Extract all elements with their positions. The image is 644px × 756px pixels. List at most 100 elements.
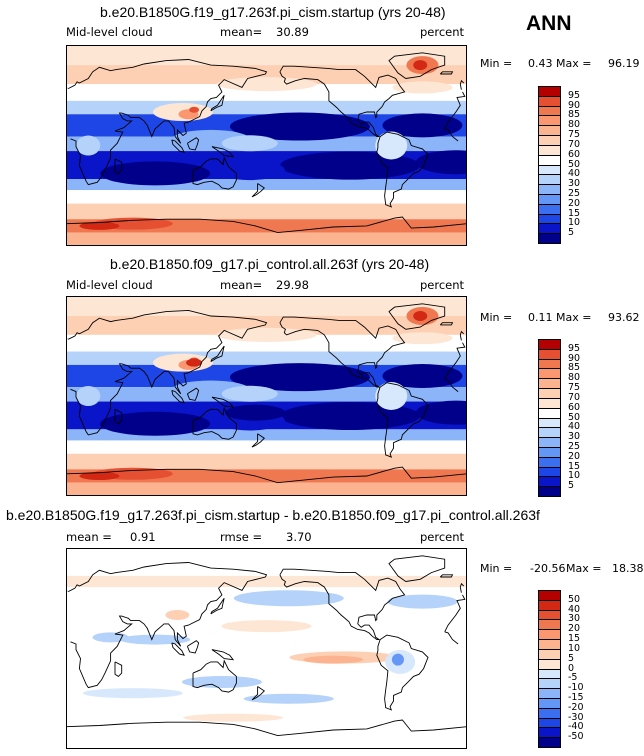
colorbar-tick-label: 40 [568,168,581,180]
panel2-map [66,296,467,496]
colorbar-swatch [538,619,561,631]
panel2-variable: Mid-level cloud [66,278,153,292]
colorbar-swatch [538,590,561,601]
colorbar-tick-label: 20 [568,197,581,209]
colorbar-tick-label: 75 [568,382,581,394]
colorbar-swatch [538,339,561,350]
panel3-min-label: Min = [480,562,513,575]
colorbar-tick-label: 80 [568,119,581,131]
panel3-title: b.e20.B1850G.f19_g17.263f.pi_cism.startu… [6,507,540,523]
panel1-mean-value: 30.89 [276,25,309,39]
colorbar-swatch [538,658,561,670]
panel1-max-value: 96.19 [608,57,640,70]
colorbar-tick-label: 15 [568,633,581,645]
colorbar-tick-label: 90 [568,352,581,364]
colorbar-tick-label: 20 [568,450,581,462]
colorbar-swatch [538,368,561,380]
colorbar-tick-label: -15 [568,691,584,703]
colorbar-swatch [538,466,561,478]
panel3-units: percent [420,530,465,544]
colorbar-tick-label: 10 [568,217,581,229]
colorbar-swatch [538,668,561,680]
colorbar-tick-label: 60 [568,401,581,413]
colorbar-tick-label: 30 [568,178,581,190]
colorbar-swatch [538,115,561,127]
colorbar-swatch [538,427,561,439]
colorbar-tick-label: -5 [568,672,578,684]
colorbar-swatch [538,95,561,107]
colorbar-swatch [538,184,561,195]
colorbar-tick-label: 15 [568,460,581,472]
panel2-units: percent [420,278,465,292]
colorbar-tick-label: 50 [568,593,581,605]
colorbar-swatch [538,397,561,409]
panel1-min-value: 0.43 [528,57,553,70]
colorbar-tick-label: -30 [568,711,584,723]
season-label: ANN [526,12,572,35]
colorbar-swatch [538,639,561,650]
colorbar-tick-label: 80 [568,372,581,384]
colorbar-tick-label: -20 [568,701,584,713]
colorbar-tick-label: 75 [568,129,581,141]
colorbar-swatch [538,358,561,370]
panel3-mean-label: mean = [66,530,112,544]
colorbar-tick-label: 25 [568,440,581,452]
colorbar-swatch [538,417,561,429]
colorbar-tick-label: 50 [568,411,581,423]
colorbar-swatch [538,678,561,690]
colorbar-tick-label: 5 [568,227,575,239]
colorbar-swatch [538,609,561,621]
colorbar-tick-label: -50 [568,731,584,743]
colorbar-swatch [538,233,561,244]
panel2-title: b.e20.B1850.f09_g17.pi_control.all.263f … [110,256,430,272]
colorbar-tick-label: 30 [568,613,581,625]
colorbar-swatch [538,688,561,699]
panel1-units: percent [420,25,465,39]
colorbar-swatch [538,648,561,660]
colorbar-tick-label: -40 [568,721,584,733]
panel2-colorbar: 5 10 15 20 25 30 40 50 60 70 75 80 85 90 95 [538,339,598,497]
panel3-mean-value: 0.91 [130,530,156,544]
colorbar-swatch [538,599,561,611]
colorbar-swatch [538,717,561,729]
colorbar-swatch [538,193,561,205]
colorbar-tick-label: 95 [568,89,581,101]
colorbar-swatch [538,737,561,748]
colorbar-swatch [538,486,561,497]
colorbar-swatch [538,144,561,156]
colorbar-swatch [538,697,561,709]
colorbar-swatch [538,348,561,360]
colorbar-swatch [538,476,561,488]
colorbar-swatch [538,629,561,641]
colorbar-swatch [538,446,561,458]
colorbar-swatch [538,105,561,117]
panel3-min-value: -20.56 [530,562,566,575]
panel3-max-label: Max = [566,562,602,575]
colorbar-tick-label: 90 [568,99,581,111]
colorbar-swatch [538,203,561,215]
panel1-min-label: Min = [480,57,513,70]
colorbar-swatch [538,223,561,235]
panel2-max-value: 93.62 [608,311,640,324]
panel1-max-label: Max = [556,57,592,70]
colorbar-swatch [538,456,561,468]
colorbar-tick-label: 40 [568,603,581,615]
panel1-mean-label: mean= [220,25,263,39]
colorbar-tick-label: 10 [568,470,581,482]
panel3-colorbar: -50 -40 -30 -20 -15 -10 -5 0 5 10 15 20 30 40 50 [538,590,598,748]
colorbar-tick-label: 5 [568,652,575,664]
panel3-map [66,548,467,749]
panel1-title: b.e20.B1850G.f19_g17.263f.pi_cism.startu… [100,4,446,20]
panel2-mean-label: mean= [220,278,263,292]
colorbar-tick-label: 60 [568,148,581,160]
panel1-colorbar: 5 10 15 20 25 30 40 50 60 70 75 80 85 90 95 [538,86,598,244]
colorbar-swatch [538,164,561,176]
colorbar-tick-label: 20 [568,623,581,635]
colorbar-tick-label: 10 [568,642,581,654]
panel1-map [66,45,467,246]
panel3-rmse-label: rmse = [220,530,263,544]
panel2-mean-value: 29.98 [276,278,309,292]
colorbar-tick-label: -10 [568,682,584,694]
colorbar-swatch [538,135,561,146]
colorbar-tick-label: 5 [568,480,575,492]
